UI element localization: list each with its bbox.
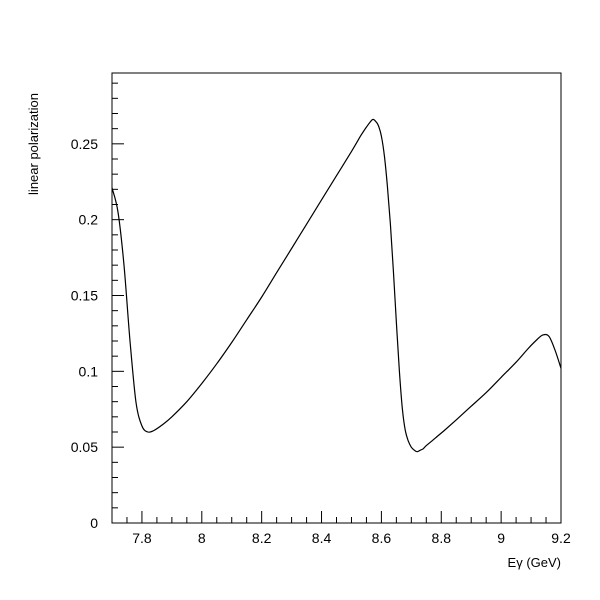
y-tick-label: 0.25 [71,136,98,152]
y-tick-label: 0 [90,515,98,531]
x-axis-label: Eγ (GeV) [508,555,561,570]
y-tick-label: 0.05 [71,439,98,455]
x-tick-label: 9 [497,530,505,546]
x-tick-label: 8.8 [432,530,452,546]
y-axis: 0 0.05 0.1 0.15 0.2 0.25 [71,82,124,531]
x-tick-label: 8 [198,530,206,546]
y-tick-label: 0.15 [71,287,98,303]
y-axis-label: linear polarization [26,93,41,195]
plot-frame [111,72,562,524]
y-tick-label: 0.2 [79,212,99,228]
y-tick-label: 0.1 [79,363,99,379]
x-tick-label: 9.2 [551,530,571,546]
x-axis: 7.8 8 8.2 8.4 8.6 8.8 9 9.2 [111,511,571,546]
x-tick-label: 8.4 [312,530,332,546]
series-0 [111,118,562,453]
polarization-curve [111,118,562,453]
x-tick-label: 7.8 [132,530,152,546]
x-tick-label: 8.2 [252,530,272,546]
x-tick-label: 8.6 [372,530,392,546]
